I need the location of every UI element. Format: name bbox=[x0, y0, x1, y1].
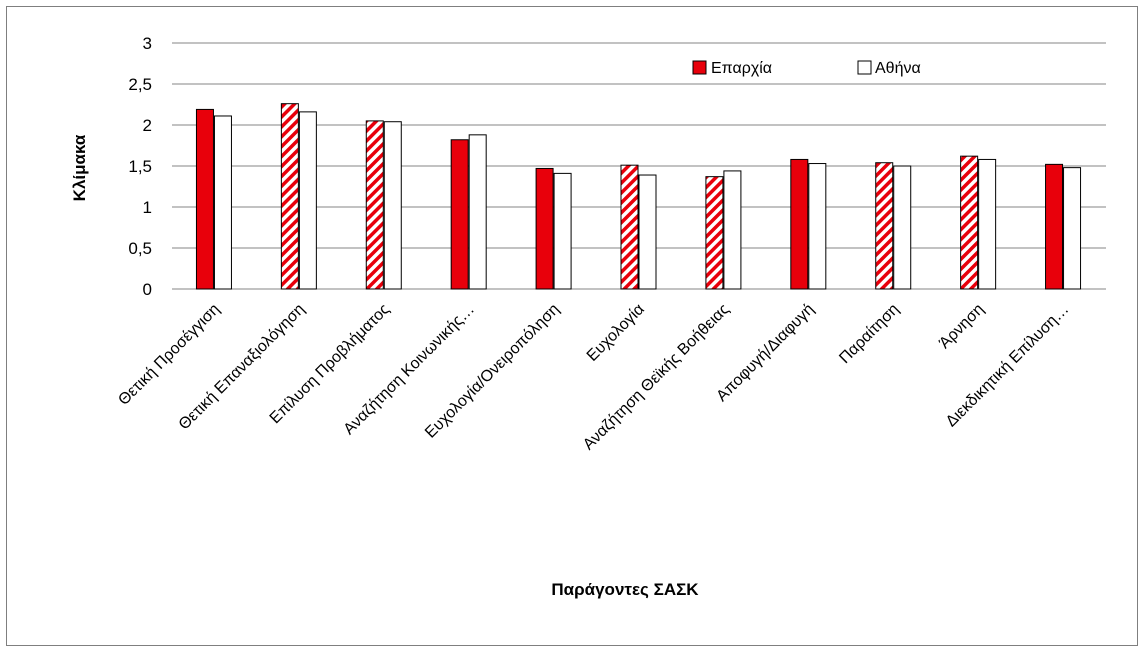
bar-athina bbox=[468, 134, 487, 290]
bar-athina bbox=[213, 115, 232, 290]
category-label: Ευχολογία/Ονειροπόληση bbox=[422, 301, 563, 442]
legend-label-eparxia: Επαρχία bbox=[711, 60, 772, 77]
y-tick-label: 0,5 bbox=[128, 239, 152, 258]
category-label: Παραίτηση bbox=[836, 301, 902, 367]
category-label: Άρνηση bbox=[936, 301, 987, 352]
bar-athina bbox=[298, 111, 317, 290]
y-tick-label: 1,5 bbox=[128, 157, 152, 176]
bar-eparxia bbox=[450, 139, 469, 290]
bar-eparxia bbox=[535, 167, 554, 290]
y-axis-title: Κλίμακα bbox=[70, 134, 89, 201]
bar-athina bbox=[383, 121, 402, 290]
legend-swatch-eparxia bbox=[692, 60, 707, 75]
y-tick-label: 2 bbox=[143, 116, 152, 135]
bar-eparxia bbox=[705, 176, 724, 290]
y-tick-labels: 0 0,5 1 1,5 2 2,5 3 bbox=[128, 34, 152, 299]
bar-eparxia bbox=[790, 158, 809, 290]
bar-eparxia bbox=[875, 162, 894, 290]
bars bbox=[195, 103, 1082, 290]
x-axis-title: Παράγοντες ΣΑΣΚ bbox=[551, 580, 699, 599]
bar-eparxia bbox=[1045, 163, 1064, 290]
category-label: Ευχολογία bbox=[584, 301, 648, 365]
category-label: Αναζήτηση Θεϊκής Βοήθειας bbox=[580, 301, 733, 454]
bar-athina bbox=[638, 174, 657, 290]
y-tick-label: 3 bbox=[143, 34, 152, 53]
bar-athina bbox=[808, 163, 827, 290]
bar-eparxia bbox=[960, 155, 979, 290]
bar-athina bbox=[553, 172, 572, 290]
grid-lines bbox=[172, 42, 1106, 290]
bar-athina bbox=[723, 170, 742, 290]
bar-athina bbox=[893, 165, 912, 290]
bar-eparxia bbox=[620, 164, 639, 290]
bar-eparxia bbox=[365, 120, 384, 290]
bar-eparxia bbox=[280, 103, 299, 290]
bar-athina bbox=[1063, 167, 1082, 290]
y-tick-label: 0 bbox=[143, 280, 152, 299]
legend-swatch-athina bbox=[857, 60, 872, 75]
legend-label-athina: Αθήνα bbox=[875, 60, 921, 77]
y-tick-label: 2,5 bbox=[128, 75, 152, 94]
bar-athina bbox=[978, 158, 997, 290]
legend: Επαρχία Αθήνα bbox=[692, 60, 921, 77]
bar-eparxia bbox=[195, 108, 214, 290]
chart-frame bbox=[6, 6, 1138, 646]
y-tick-label: 1 bbox=[143, 198, 152, 217]
